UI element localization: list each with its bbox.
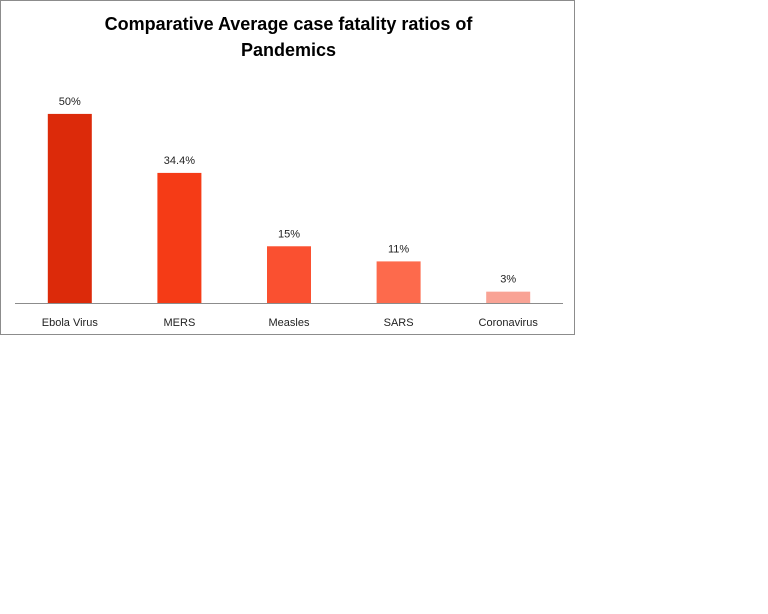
bar-coronavirus: [486, 291, 531, 303]
x-tick-label: MERS: [164, 317, 196, 329]
x-tick-label: SARS: [384, 317, 414, 329]
bar-chart-plot: 50% Ebola Virus 34.4% MERS 15% Measles 11% SARS…: [15, 96, 563, 329]
x-tick-label: Ebola Virus: [42, 317, 99, 329]
data-label: 34.4%: [164, 155, 195, 167]
chart-title-line-2: Pandemics: [240, 40, 337, 60]
chart-title-line-1: Comparative Average case fatality ratios…: [104, 14, 473, 34]
chart-title: Comparative Average case fatality ratios…: [1, 11, 576, 63]
chart-frame: Comparative Average case fatality ratios…: [0, 0, 575, 335]
data-label: 15%: [278, 228, 300, 240]
x-tick-label: Measles: [269, 317, 310, 329]
bar-measles: [267, 246, 311, 303]
x-tick-label: Coronavirus: [479, 317, 539, 329]
bar-mers: [157, 172, 202, 303]
data-label: 50%: [59, 96, 81, 108]
bar-sars: [376, 261, 421, 303]
bar-ebola-virus: [47, 113, 92, 303]
data-label: 11%: [388, 243, 409, 255]
data-label: 3%: [500, 274, 516, 286]
